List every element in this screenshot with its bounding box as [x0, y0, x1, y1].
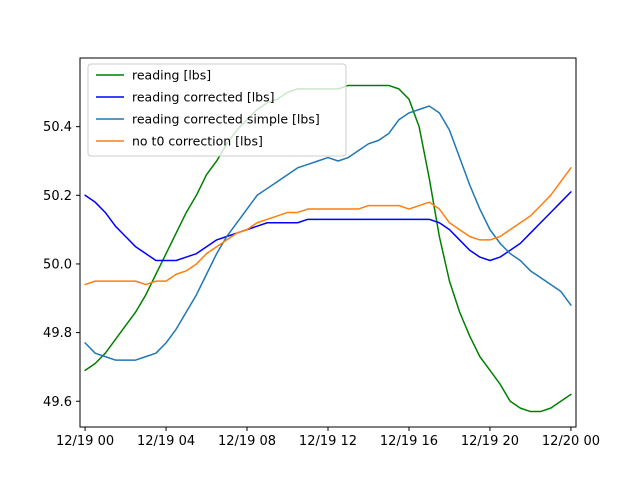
legend-label-2: reading corrected simple [lbs]: [132, 112, 320, 127]
y-tick-label: 49.8: [43, 326, 72, 341]
legend: reading [lbs] reading corrected [lbs] read…: [87, 63, 347, 157]
legend-label-1: reading corrected [lbs]: [132, 90, 275, 105]
y-tick-label: 50.4: [43, 120, 72, 135]
x-tick-label: 12/19 08: [218, 434, 276, 449]
x-tick-label: 12/19 16: [380, 434, 438, 449]
series-line-1: [84, 191, 572, 262]
legend-label-3: no t0 correction [lbs]: [132, 134, 263, 149]
legend-box: [87, 63, 347, 157]
x-tick-label: 12/19 04: [137, 434, 195, 449]
y-tick-label: 49.6: [43, 395, 72, 410]
legend-label-0: reading [lbs]: [132, 68, 211, 83]
axis-ticks: 12/19 00 12/19 04 12/19 08 12/19 12 12/19 16…: [43, 120, 600, 449]
series-line-2: [84, 105, 572, 361]
x-tick-label: 12/19 12: [299, 434, 357, 449]
y-tick-label: 50.0: [43, 257, 72, 272]
x-tick-label: 12/20 00: [542, 434, 600, 449]
x-tick-label: 12/19 20: [461, 434, 519, 449]
plot-frame: [79, 57, 577, 428]
y-tick-label: 50.2: [43, 189, 72, 204]
series-line-3: [84, 167, 572, 286]
x-tick-label: 12/19 00: [56, 434, 114, 449]
